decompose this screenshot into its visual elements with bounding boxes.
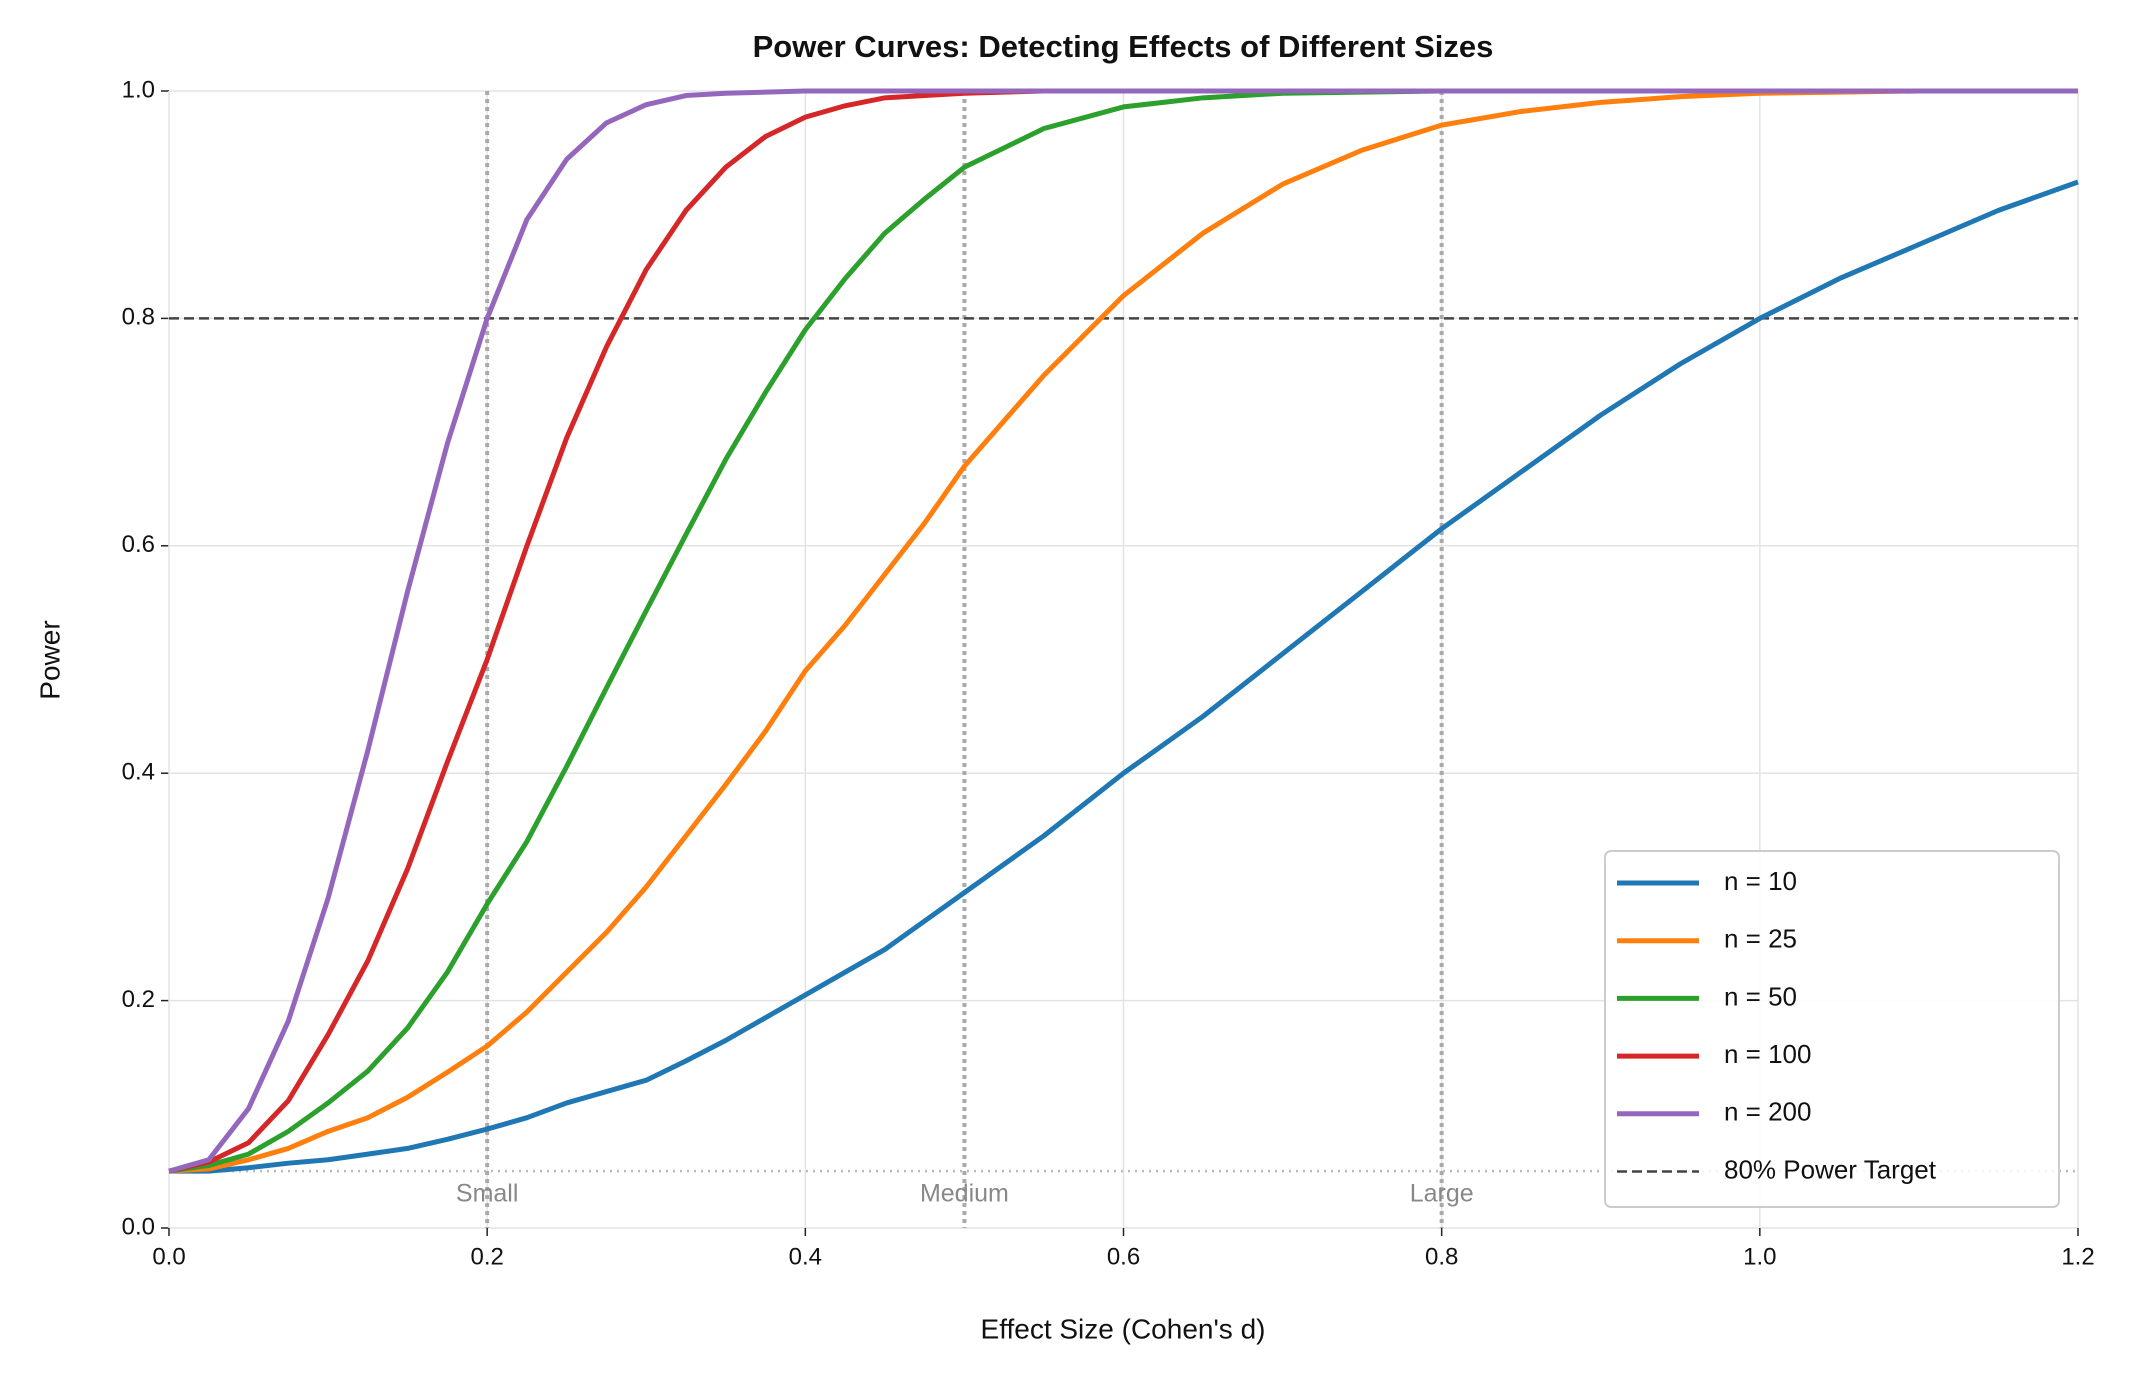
y-tick-label: 1.0: [122, 76, 155, 103]
legend-label: 80% Power Target: [1724, 1154, 1937, 1184]
legend-label: n = 50: [1724, 981, 1797, 1011]
effect-marker-label: Medium: [920, 1180, 1009, 1208]
y-tick-label: 0.4: [122, 759, 155, 786]
y-tick-label: 0.0: [122, 1213, 155, 1240]
series-line: [168, 88, 2078, 1174]
effect-marker-label: Small: [456, 1180, 519, 1208]
legend-box: [1604, 850, 2060, 1208]
y-axis-label: Power: [34, 620, 65, 699]
x-axis-label: Effect Size (Cohen's d): [981, 1313, 1266, 1344]
legend-label: n = 10: [1724, 866, 1797, 896]
x-tick-label: 0.6: [1107, 1243, 1140, 1270]
x-tick-label: 0.0: [152, 1243, 185, 1270]
x-tick-label: 0.8: [1425, 1243, 1458, 1270]
legend-label: n = 25: [1724, 924, 1797, 954]
legend-label: n = 200: [1724, 1097, 1811, 1127]
series-line: [169, 179, 2079, 1174]
chart-title: Power Curves: Detecting Effects of Diffe…: [753, 29, 1494, 64]
y-tick-label: 0.6: [122, 531, 155, 558]
y-tick-label: 0.2: [122, 986, 155, 1013]
legend-label: n = 100: [1724, 1039, 1811, 1069]
x-tick-label: 0.2: [470, 1243, 503, 1270]
y-tick-label: 0.8: [122, 304, 155, 331]
series-line: [168, 88, 2078, 1174]
effect-marker-label: Large: [1410, 1180, 1474, 1208]
x-tick-label: 0.4: [789, 1243, 822, 1270]
x-tick-label: 1.0: [1743, 1243, 1776, 1270]
x-tick-label: 1.2: [2061, 1243, 2094, 1270]
